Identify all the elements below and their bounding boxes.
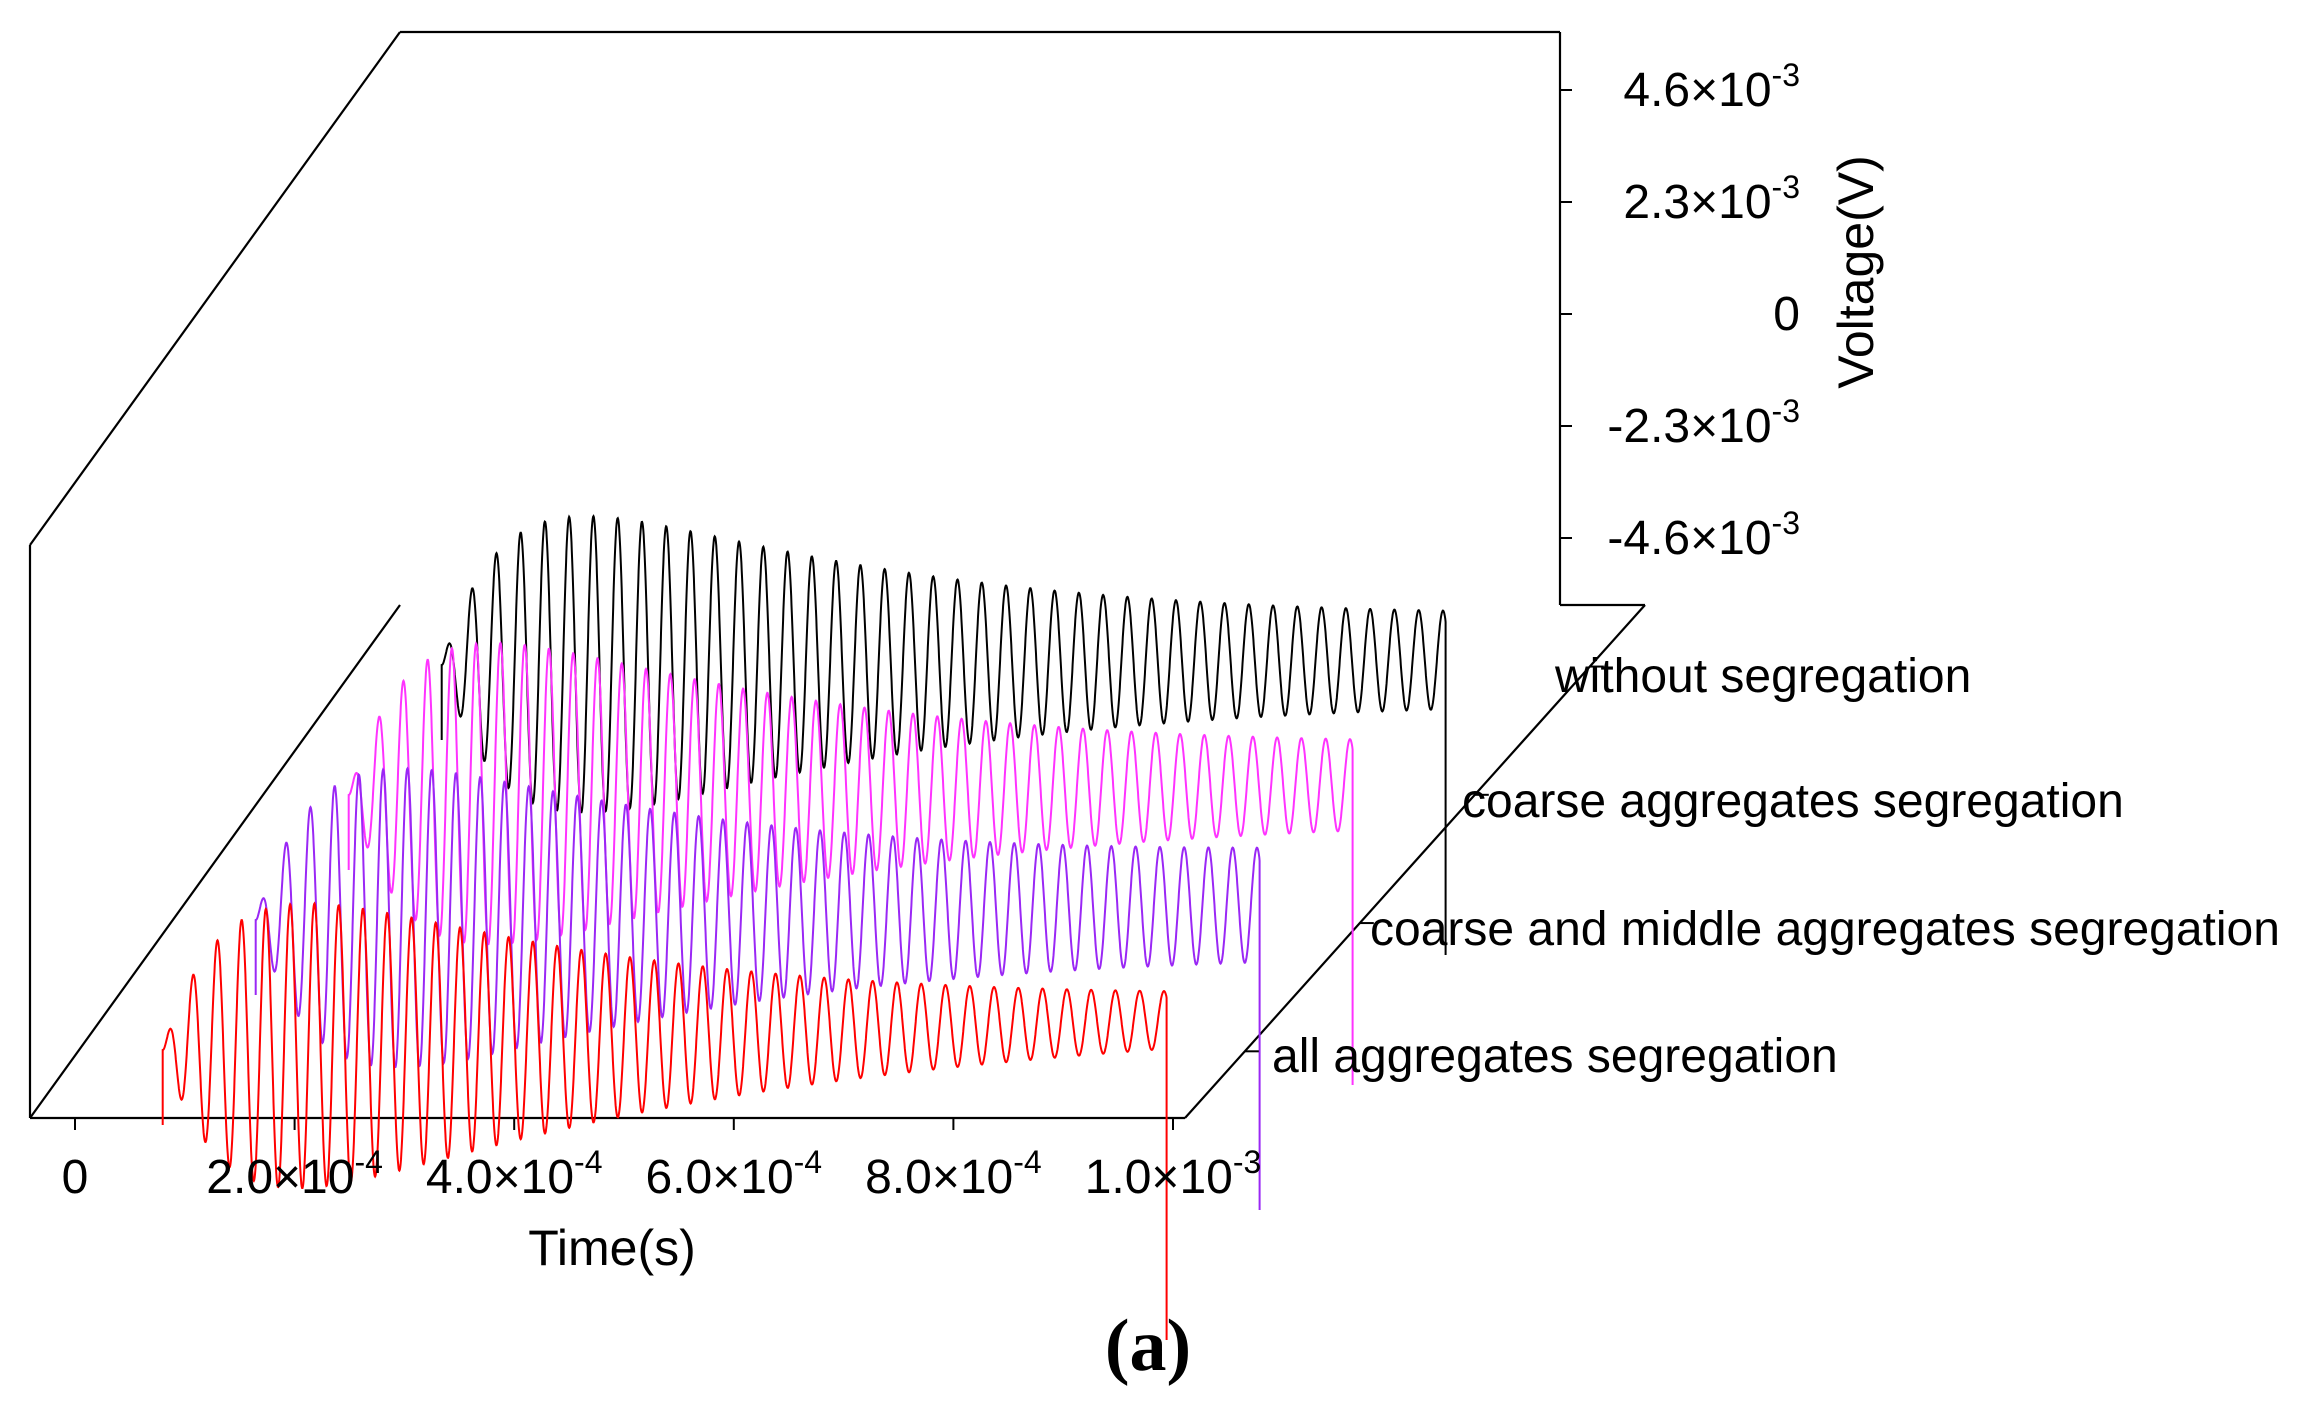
- y-tick-exponent: -3: [1772, 393, 1800, 429]
- series-group: [161, 514, 1447, 1340]
- x-tick-label: 2.0×10-4: [206, 1144, 383, 1204]
- x-tick-exponent: -4: [794, 1144, 822, 1180]
- x-tick-exponent: -4: [1013, 1144, 1041, 1180]
- y-tick-label: 4.6×10-3: [1623, 57, 1800, 117]
- y-tick-label: 2.3×10-3: [1623, 169, 1800, 229]
- x-tick-exponent: -3: [1233, 1144, 1261, 1180]
- y-tick-label: -2.3×10-3: [1607, 393, 1800, 453]
- panel-label: (a): [1105, 1305, 1191, 1387]
- x-tick-label: 1.0×10-3: [1085, 1144, 1262, 1204]
- series-line-all-aggregates-segregation: [161, 901, 1168, 1340]
- y-tick-exponent: -3: [1772, 505, 1800, 541]
- y-tick-exponent: -3: [1772, 169, 1800, 205]
- series-line-without-segregation: [440, 514, 1447, 955]
- chart-frame: [28, 30, 1646, 1120]
- depth-label-without-segregation: without segregation: [1554, 650, 1971, 703]
- series-line-coarse-aggregates-segregation: [347, 640, 1354, 1085]
- y-tick-label: 0: [1773, 288, 1800, 341]
- depth-label-coarse-and-middle-aggregates-segregation: coarse and middle aggregates segregation: [1370, 903, 2280, 956]
- series-line-coarse-and-middle-aggregates-segregation: [254, 766, 1261, 1210]
- x-tick-label: 6.0×10-4: [645, 1144, 822, 1204]
- depth-label-coarse-aggregates-segregation: coarse aggregates segregation: [1462, 775, 2124, 828]
- y-tick-exponent: -3: [1772, 57, 1800, 93]
- x-tick-label: 4.0×10-4: [426, 1144, 603, 1204]
- x-tick-label: 0: [62, 1151, 89, 1204]
- x-tick-label: 8.0×10-4: [865, 1144, 1042, 1204]
- x-axis-title: Time(s): [528, 1220, 696, 1276]
- frame-left-bottom-diagonal: [29, 604, 401, 1119]
- y-tick-label: -4.6×10-3: [1607, 505, 1800, 565]
- frame-right-bottom-diagonal: [1184, 604, 1646, 1119]
- axes-group: 0 2.0×10-4 4.0×10-4 6.0×10-4 8.0×10-4 1.0×10-…: [62, 57, 2280, 1204]
- x-tick-exponent: -4: [574, 1144, 602, 1180]
- frame-left-top-diagonal: [29, 31, 401, 546]
- depth-label-all-aggregates-segregation: all aggregates segregation: [1272, 1030, 1838, 1083]
- x-tick-exponent: -4: [354, 1144, 382, 1180]
- y-axis-title: Voltage(V): [1828, 155, 1884, 388]
